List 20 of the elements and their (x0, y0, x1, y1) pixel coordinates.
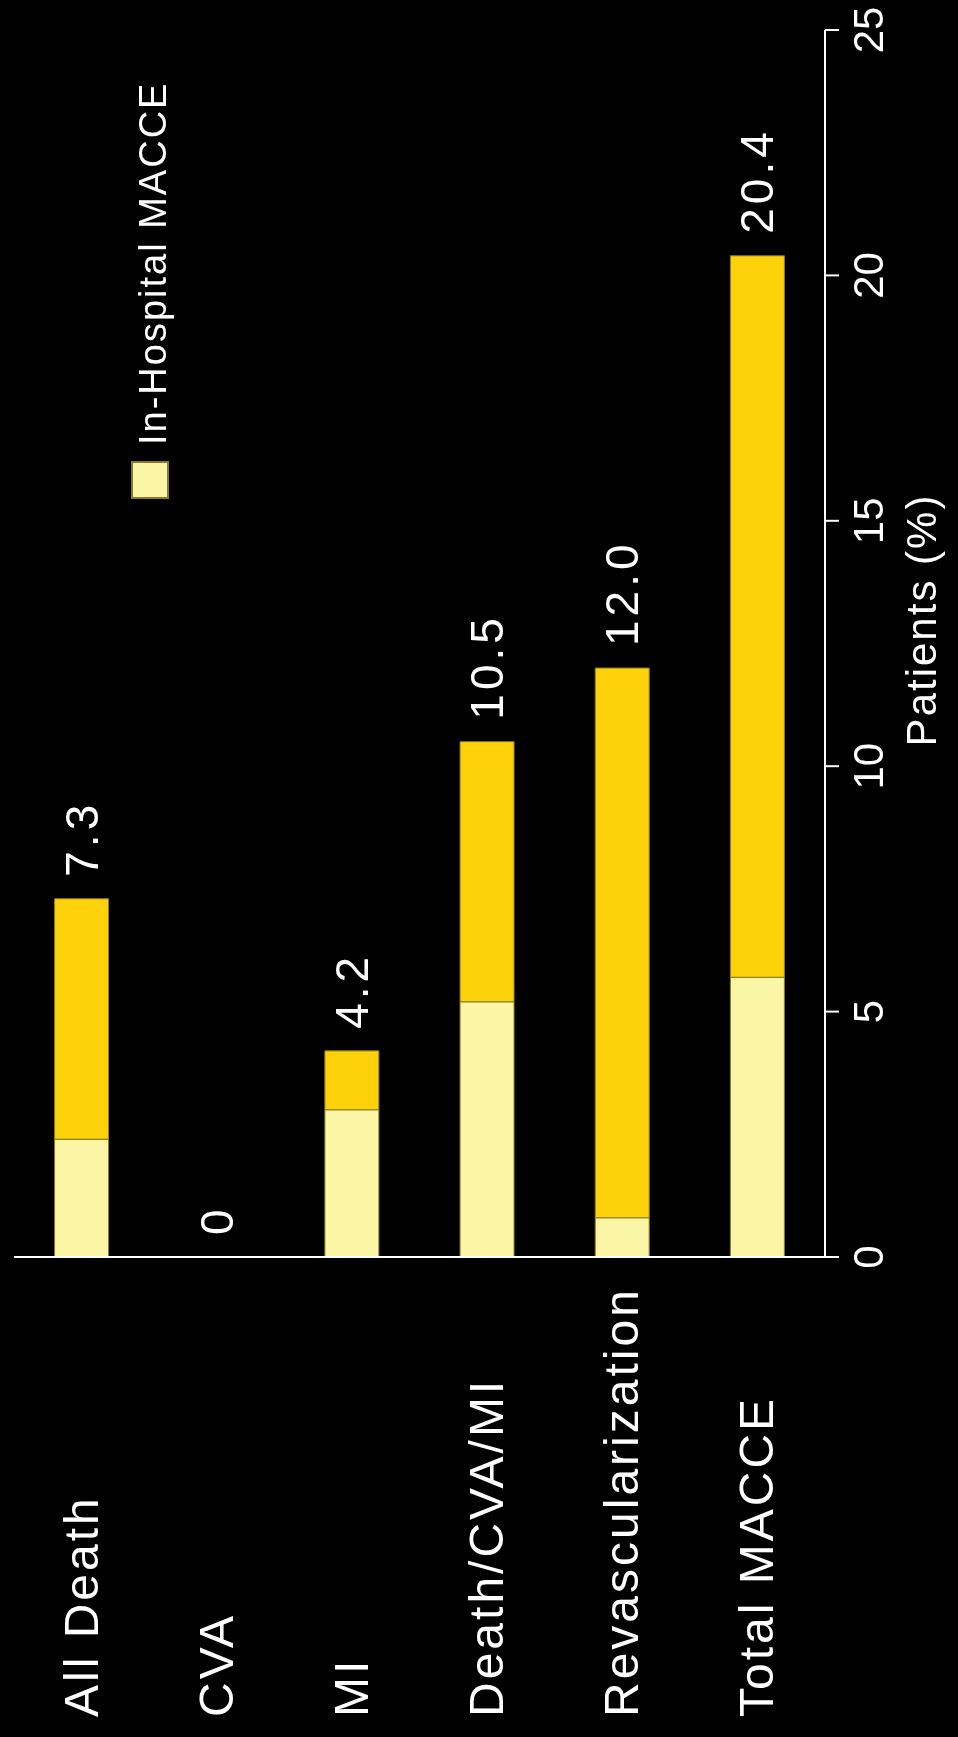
x-tick-label: Total MACCE (730, 1395, 784, 1717)
y-tick-label: 5 (845, 999, 892, 1024)
x-tick-label: All Death (54, 1495, 108, 1717)
total-label: 7.3 (55, 800, 108, 877)
y-tick-label: 25 (845, 6, 892, 54)
y-tick-label: 15 (845, 497, 892, 545)
total-label: 12.0 (596, 540, 649, 647)
total-label: 20.4 (731, 128, 784, 234)
total-label: 4.2 (325, 952, 378, 1029)
x-tick-label: CVA (189, 1612, 243, 1717)
y-tick-label: 10 (845, 742, 892, 790)
text: In-Hospital MACCE (132, 81, 174, 445)
total-label: 0 (190, 1205, 243, 1235)
y-tick-label: 20 (845, 252, 892, 299)
y-tick-label: 0 (845, 1245, 892, 1269)
x-tick-label: Revascularization (595, 1287, 649, 1717)
x-tick-label: MI (324, 1657, 378, 1717)
x-tick-label: Death/CVA/MI (460, 1377, 514, 1717)
y-axis-title: Patients (%) (898, 493, 945, 747)
total-label: 10.5 (461, 614, 514, 720)
